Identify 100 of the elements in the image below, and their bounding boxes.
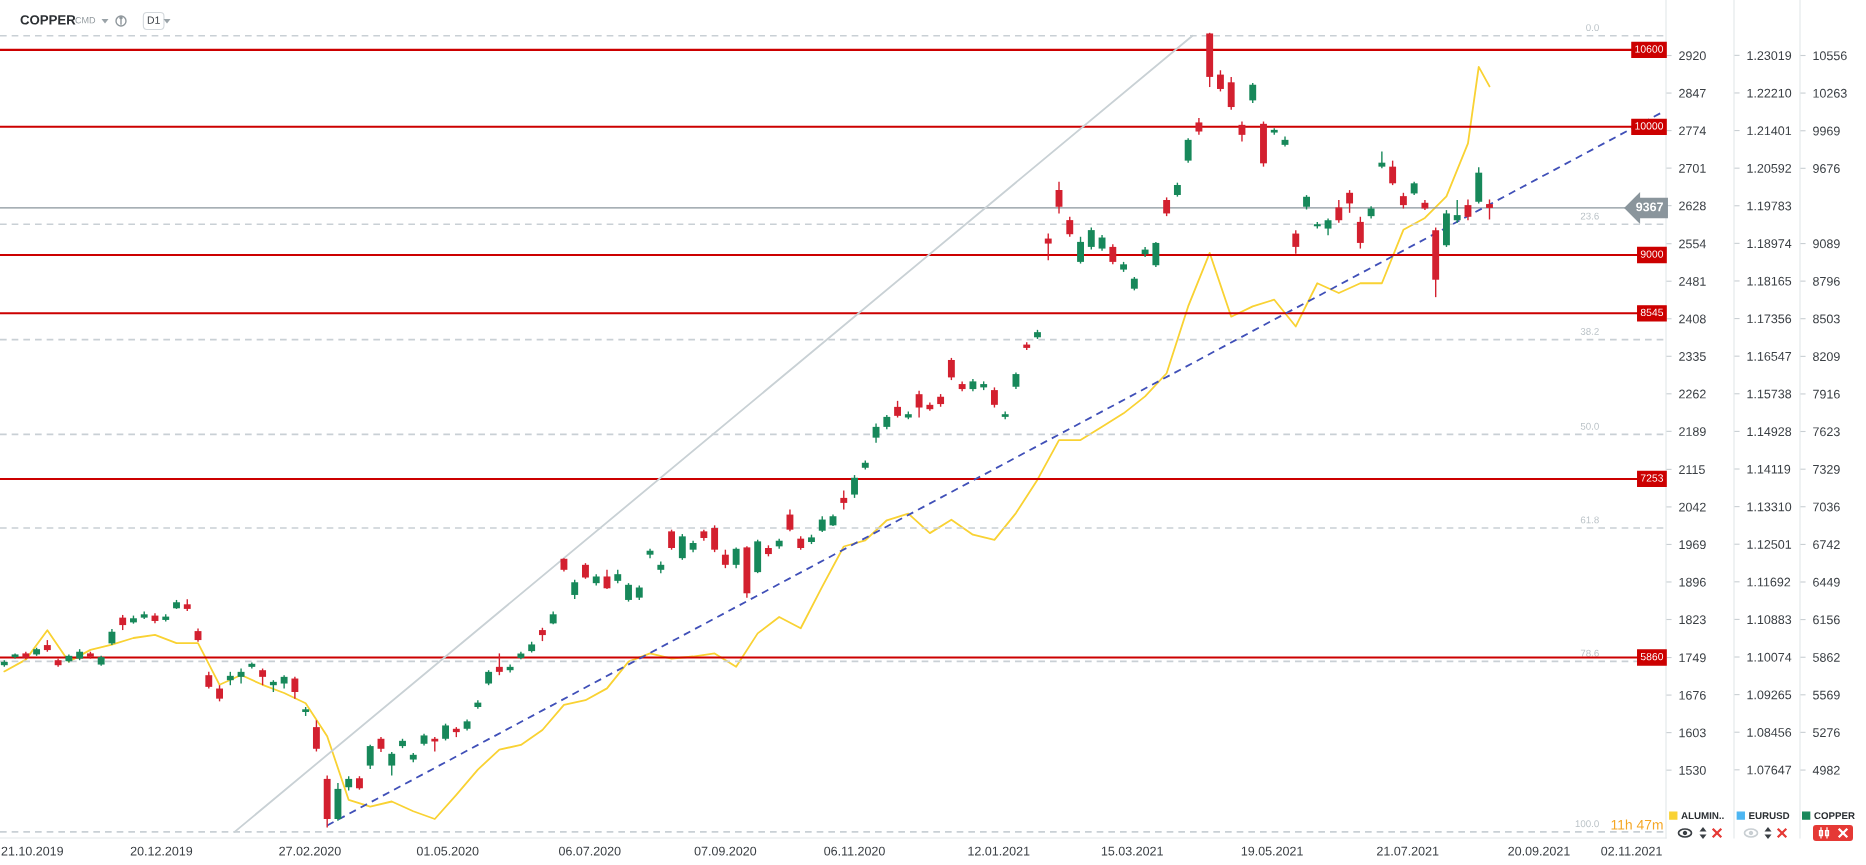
y-tick-label: 5569 [1813, 690, 1840, 700]
y-tick-label: 7623 [1813, 427, 1840, 437]
candlestick [1184, 137, 1192, 164]
ref-line-label: 9367 [1636, 202, 1663, 212]
text: COPPER [20, 15, 76, 25]
y-tick-label: 9676 [1813, 164, 1840, 173]
y3-tick-label: 1.19783 [1747, 201, 1792, 211]
annotation: 23.6 [1580, 212, 1599, 220]
x-tick-label: 15.03.2021 [1101, 846, 1163, 856]
y3-tick-label: 1.21401 [1747, 126, 1792, 136]
y2-tick-label: 2481 [1679, 277, 1706, 286]
candlestick [1389, 159, 1397, 186]
candlestick [1346, 189, 1354, 214]
annotation: 38.2 [1580, 328, 1599, 335]
candlestick [312, 719, 320, 753]
candlestick [1249, 82, 1257, 104]
annotation: 50.0 [1580, 422, 1599, 430]
candlestick [1109, 243, 1117, 266]
y-tick-label: 6156 [1813, 615, 1840, 625]
candlestick [851, 474, 858, 499]
ref-line-label: 7253 [1640, 474, 1664, 482]
y3-tick-label: 1.10883 [1747, 615, 1792, 625]
y2-tick-label: 2554 [1679, 239, 1706, 249]
y-tick-label: 9969 [1813, 126, 1840, 136]
candlestick [1044, 232, 1052, 261]
candlestick [1292, 229, 1300, 255]
y3-tick-label: 1.07647 [1747, 765, 1792, 775]
x-tick-label: 07.09.2020 [694, 846, 757, 856]
x-tick-label: 21.10.2019 [1, 846, 63, 856]
candlestick [388, 751, 396, 777]
x-tick-label: 06.07.2020 [558, 846, 621, 856]
x-tick-label: 01.05.2020 [416, 846, 479, 856]
y2-tick-label: 2628 [1679, 201, 1706, 211]
y2-tick-label: 1603 [1679, 728, 1706, 738]
legend-label: COPPER [1814, 812, 1855, 820]
y2-tick-label: 2335 [1679, 352, 1706, 361]
y2-tick-label: 1823 [1679, 615, 1706, 625]
candlestick [1356, 216, 1364, 250]
y3-tick-label: 1.10074 [1747, 652, 1792, 662]
x-tick-label: 12.01.2021 [968, 846, 1030, 856]
candlestick [840, 489, 848, 511]
y3-tick-label: 1.22210 [1747, 88, 1792, 98]
ref-line-label: 9000 [1640, 250, 1664, 258]
candlestick [1486, 198, 1493, 221]
annotation: 100.0 [1575, 820, 1599, 828]
y-tick-label: 5862 [1813, 653, 1840, 662]
ref-line-label: 10000 [1635, 122, 1664, 130]
x-tick-label: 06.11.2020 [824, 846, 885, 856]
y3-tick-label: 1.15738 [1747, 389, 1792, 399]
y3-tick-label: 1.08456 [1747, 728, 1792, 737]
legend-label: EURUSD [1749, 812, 1790, 820]
y3-tick-label: 1.17356 [1747, 314, 1792, 324]
y-tick-label: 5276 [1813, 728, 1840, 738]
y3-tick-label: 1.14928 [1747, 427, 1792, 437]
candlestick [711, 524, 719, 553]
annotation: D1 [147, 16, 160, 24]
candlestick [678, 533, 686, 561]
candlestick [571, 579, 579, 600]
y2-tick-label: 2262 [1679, 389, 1706, 399]
annotation: 61.8 [1580, 516, 1599, 524]
y2-tick-label: 1749 [1679, 653, 1706, 663]
annotation: 0.0 [1586, 24, 1599, 32]
x-tick-label: 27.02.2020 [279, 846, 341, 856]
y-tick-label: 8503 [1813, 314, 1840, 324]
y-tick-label: 6449 [1813, 577, 1840, 587]
y3-tick-label: 1.16547 [1747, 351, 1792, 361]
candlestick [625, 582, 632, 603]
y3-tick-label: 1.11692 [1747, 577, 1791, 587]
y2-tick-label: 2115 [1679, 465, 1705, 475]
y-tick-label: 10263 [1813, 88, 1847, 98]
y-tick-label: 7916 [1813, 389, 1840, 399]
y2-tick-label: 2701 [1679, 163, 1706, 173]
y2-tick-label: 2920 [1679, 51, 1706, 61]
y2-tick-label: 1676 [1679, 690, 1706, 700]
ref-line-label: 10600 [1635, 45, 1664, 53]
y2-tick-label: 1896 [1679, 577, 1706, 587]
candlestick [732, 546, 740, 569]
candlestick [1163, 196, 1171, 217]
candlestick [1378, 150, 1386, 170]
y3-tick-label: 1.18165 [1747, 276, 1792, 286]
candlestick [990, 386, 998, 409]
x-tick-label: 02.11.2021 [1601, 846, 1662, 856]
y3-tick-label: 1.23019 [1747, 51, 1792, 61]
candlestick [1217, 69, 1224, 93]
y3-tick-label: 1.20592 [1747, 163, 1792, 173]
annotation: 78.6 [1580, 649, 1599, 657]
y2-tick-label: 1969 [1679, 540, 1706, 550]
candlestick [1077, 236, 1084, 265]
line-series [3, 65, 1491, 820]
y-tick-label: 8209 [1813, 352, 1840, 362]
candlestick [915, 390, 923, 419]
y3-tick-label: 1.14119 [1747, 464, 1791, 474]
candlestick [291, 676, 299, 700]
x-tick-label: 20.12.2019 [130, 846, 193, 856]
x-tick-label: 20.09.2021 [1508, 846, 1570, 856]
ref-line-label: 8545 [1640, 308, 1664, 317]
candlestick [668, 528, 676, 551]
y-tick-label: 9089 [1813, 239, 1840, 249]
candlestick [1152, 241, 1160, 268]
y2-tick-label: 2408 [1679, 314, 1706, 324]
